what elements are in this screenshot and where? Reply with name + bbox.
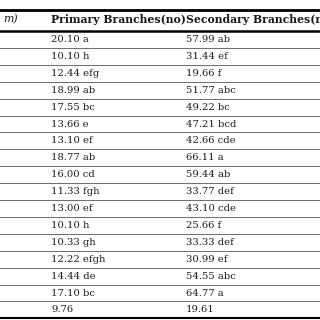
- Text: 13.66 e: 13.66 e: [51, 119, 89, 129]
- Text: 42.66 cde: 42.66 cde: [186, 136, 235, 145]
- Text: 20.10 a: 20.10 a: [51, 35, 89, 44]
- Text: 13.00 ef: 13.00 ef: [51, 204, 93, 213]
- Text: 10.33 gh: 10.33 gh: [51, 238, 96, 247]
- Text: 19.61: 19.61: [186, 306, 214, 315]
- Text: 64.77 a: 64.77 a: [186, 289, 223, 298]
- Text: 13.10 ef: 13.10 ef: [51, 136, 93, 145]
- Text: 18.77 ab: 18.77 ab: [51, 153, 95, 162]
- Text: 19.66 f: 19.66 f: [186, 69, 221, 78]
- Text: 17.10 bc: 17.10 bc: [51, 289, 95, 298]
- Text: 66.11 a: 66.11 a: [186, 153, 223, 162]
- Text: 33.77 def: 33.77 def: [186, 187, 234, 196]
- Text: 18.99 ab: 18.99 ab: [51, 86, 95, 95]
- Text: 17.55 bc: 17.55 bc: [51, 103, 95, 112]
- Text: 57.99 ab: 57.99 ab: [186, 35, 230, 44]
- Text: 14.44 de: 14.44 de: [51, 272, 96, 281]
- Text: Secondary Branches(no): Secondary Branches(no): [186, 14, 320, 25]
- Text: 54.55 abc: 54.55 abc: [186, 272, 236, 281]
- Text: 10.10 h: 10.10 h: [51, 52, 90, 61]
- Text: 51.77 abc: 51.77 abc: [186, 86, 236, 95]
- Text: Primary Branches(no): Primary Branches(no): [51, 14, 186, 25]
- Text: 43.10 cde: 43.10 cde: [186, 204, 236, 213]
- Text: 30.99 ef: 30.99 ef: [186, 255, 227, 264]
- Text: 33.33 def: 33.33 def: [186, 238, 234, 247]
- Text: 12.22 efgh: 12.22 efgh: [51, 255, 106, 264]
- Text: 47.21 bcd: 47.21 bcd: [186, 119, 236, 129]
- Text: 25.66 f: 25.66 f: [186, 221, 221, 230]
- Text: 12.44 efg: 12.44 efg: [51, 69, 100, 78]
- Text: 9.76: 9.76: [51, 306, 73, 315]
- Text: 49.22 bc: 49.22 bc: [186, 103, 229, 112]
- Text: 10.10 h: 10.10 h: [51, 221, 90, 230]
- Text: 59.44 ab: 59.44 ab: [186, 170, 230, 179]
- Text: 16.00 cd: 16.00 cd: [51, 170, 95, 179]
- Text: 31.44 ef: 31.44 ef: [186, 52, 228, 61]
- Text: 11.33 fgh: 11.33 fgh: [51, 187, 100, 196]
- Text: m): m): [3, 14, 18, 25]
